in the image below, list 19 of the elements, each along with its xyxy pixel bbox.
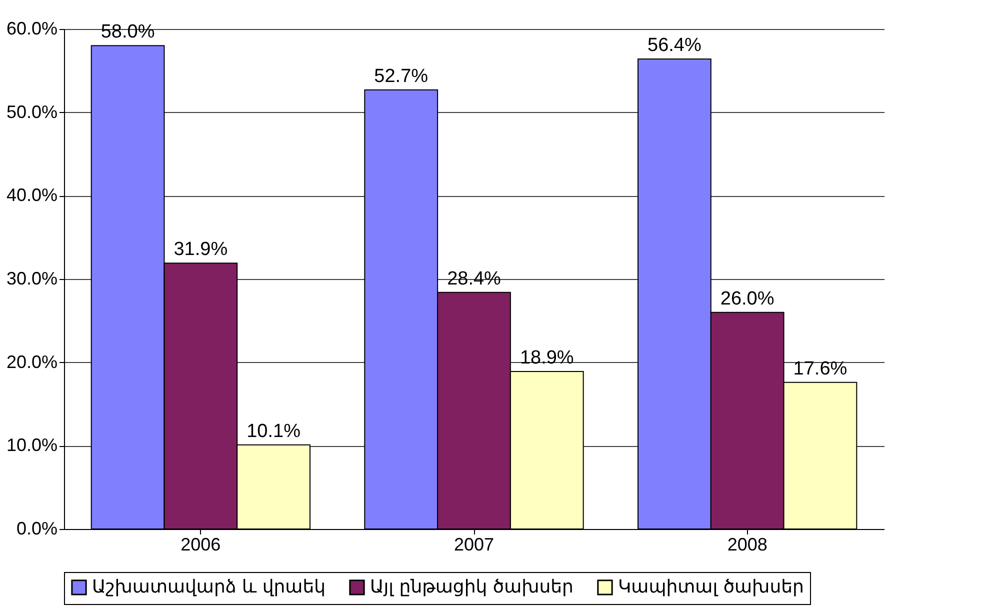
legend-label: Աշխատավարձ և վրաեկ	[92, 576, 326, 598]
data-label: 31.9%	[174, 239, 228, 260]
legend-label: Այլ ընթացիկ ծախսեր	[370, 576, 574, 598]
data-label: 17.6%	[793, 358, 848, 380]
y-tick-label: 30.0%	[6, 268, 58, 288]
x-tick-label: 2006	[180, 534, 221, 554]
data-label: 52.7%	[374, 66, 428, 87]
y-tick-label: 50.0%	[6, 102, 58, 122]
x-tick-label: 2007	[454, 534, 494, 554]
y-tick-label: 40.0%	[6, 185, 58, 206]
x-tick-label: 2008	[727, 534, 768, 554]
data-label: 56.4%	[648, 35, 702, 56]
y-tick-label: 60.0%	[6, 18, 58, 38]
y-tick-label: 20.0%	[6, 352, 58, 372]
data-label: 10.1%	[246, 420, 301, 442]
legend-label: Կապիտալ ծախսեր	[618, 576, 804, 598]
data-label: 26.0%	[720, 288, 774, 310]
y-tick-label: 0.0%	[16, 518, 58, 538]
y-tick-label: 10.0%	[6, 435, 58, 456]
